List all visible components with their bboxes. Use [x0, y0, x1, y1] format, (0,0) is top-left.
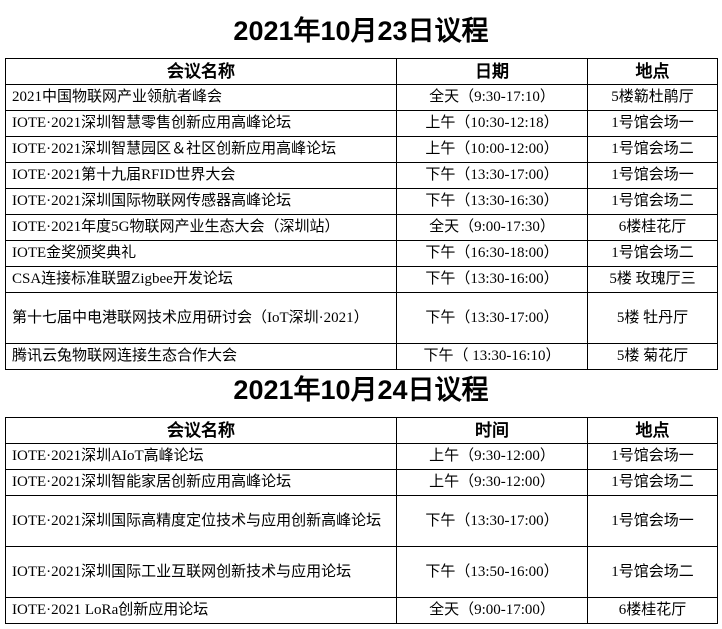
- meeting-place: 5楼 牡丹厅: [587, 292, 718, 344]
- table-row: 第十七届中电港联网技术应用研讨会（IoT深圳·2021） 下午（13:30-17:…: [5, 292, 718, 344]
- meeting-time: 下午（13:30-17:00）: [396, 292, 588, 344]
- meeting-name: IOTE·2021第十九届RFID世界大会: [5, 162, 397, 189]
- meeting-place: 1号馆会场二: [587, 546, 718, 598]
- meeting-name: IOTE·2021深圳国际工业互联网创新技术与应用论坛: [5, 546, 397, 598]
- meeting-place: 1号馆会场二: [587, 136, 718, 163]
- meeting-place: 1号馆会场一: [587, 495, 718, 547]
- day2-agenda-table: 会议名称 时间 地点 IOTE·2021深圳AIoT高峰论坛 上午（9:30-12…: [5, 417, 718, 624]
- meeting-name: 腾讯云兔物联网连接生态合作大会: [5, 343, 397, 370]
- meeting-time: 下午（13:30-17:00）: [396, 162, 588, 189]
- meeting-place: 5楼 菊花厅: [587, 343, 718, 370]
- header-name: 会议名称: [5, 58, 397, 85]
- day2-title: 2021年10月24日议程: [233, 375, 489, 405]
- meeting-time: 上午（10:00-12:00）: [396, 136, 588, 163]
- meeting-name: IOTE·2021深圳智能家居创新应用高峰论坛: [5, 469, 397, 496]
- table-row: 腾讯云兔物联网连接生态合作大会 下午（ 13:30-16:10） 5楼 菊花厅: [5, 343, 718, 370]
- day1-agenda-table: 会议名称 日期 地点 2021中国物联网产业领航者峰会 全天（9:30-17:10…: [5, 58, 718, 370]
- meeting-time: 下午（13:30-16:00）: [396, 266, 588, 293]
- meeting-name: IOTE·2021深圳AIoT高峰论坛: [5, 443, 397, 470]
- header-time: 时间: [396, 417, 588, 444]
- meeting-time: 全天（9:00-17:00）: [396, 597, 588, 624]
- header-place: 地点: [587, 417, 718, 444]
- table-row: IOTE·2021 LoRa创新应用论坛 全天（9:00-17:00） 6楼桂花厅: [5, 597, 718, 624]
- table-row: IOTE·2021深圳智慧园区＆社区创新应用高峰论坛 上午（10:00-12:00…: [5, 136, 718, 163]
- table-row: IOTE·2021深圳国际高精度定位技术与应用创新高峰论坛 下午（13:30-17…: [5, 495, 718, 547]
- meeting-place: 1号馆会场二: [587, 240, 718, 267]
- meeting-place: 5楼簕杜鹃厅: [587, 84, 718, 111]
- meeting-time: 下午（ 13:30-16:10）: [396, 343, 588, 370]
- table-row: CSA连接标准联盟Zigbee开发论坛 下午（13:30-16:00） 5楼 玫瑰厅…: [5, 266, 718, 293]
- meeting-place: 1号馆会场一: [587, 162, 718, 189]
- meeting-name: IOTE·2021深圳智慧园区＆社区创新应用高峰论坛: [5, 136, 397, 163]
- meeting-place: 6楼桂花厅: [587, 214, 718, 241]
- table-row: IOTE·2021深圳国际物联网传感器高峰论坛 下午（13:30-16:30） 1号…: [5, 188, 718, 215]
- table-row: 2021中国物联网产业领航者峰会 全天（9:30-17:10） 5楼簕杜鹃厅: [5, 84, 718, 111]
- meeting-name: IOTE·2021深圳国际高精度定位技术与应用创新高峰论坛: [5, 495, 397, 547]
- meeting-place: 1号馆会场一: [587, 110, 718, 137]
- meeting-name: IOTE·2021深圳智慧零售创新应用高峰论坛: [5, 110, 397, 137]
- meeting-place: 1号馆会场二: [587, 469, 718, 496]
- meeting-time: 下午（13:30-17:00）: [396, 495, 588, 547]
- meeting-name: IOTE·2021深圳国际物联网传感器高峰论坛: [5, 188, 397, 215]
- meeting-name: IOTE金奖颁奖典礼: [5, 240, 397, 267]
- meeting-time: 上午（10:30-12:18）: [396, 110, 588, 137]
- meeting-time: 全天（9:30-17:10）: [396, 84, 588, 111]
- table-row: IOTE·2021深圳国际工业互联网创新技术与应用论坛 下午（13:50-16:0…: [5, 546, 718, 598]
- table-row: IOTE金奖颁奖典礼 下午（16:30-18:00） 1号馆会场二: [5, 240, 718, 267]
- header-place: 地点: [587, 58, 718, 85]
- meeting-name: CSA连接标准联盟Zigbee开发论坛: [5, 266, 397, 293]
- header-name: 会议名称: [5, 417, 397, 444]
- meeting-name: 第十七届中电港联网技术应用研讨会（IoT深圳·2021）: [5, 292, 397, 344]
- meeting-time: 下午（16:30-18:00）: [396, 240, 588, 267]
- meeting-place: 1号馆会场二: [587, 188, 718, 215]
- day1-title: 2021年10月23日议程: [233, 16, 489, 46]
- meeting-name: 2021中国物联网产业领航者峰会: [5, 84, 397, 111]
- meeting-place: 6楼桂花厅: [587, 597, 718, 624]
- meeting-place: 5楼 玫瑰厅三: [587, 266, 718, 293]
- meeting-time: 上午（9:30-12:00）: [396, 443, 588, 470]
- meeting-place: 1号馆会场一: [587, 443, 718, 470]
- table-row: IOTE·2021深圳智能家居创新应用高峰论坛 上午（9:30-12:00） 1号馆…: [5, 469, 718, 496]
- table-row: IOTE·2021第十九届RFID世界大会 下午（13:30-17:00） 1号馆会…: [5, 162, 718, 189]
- table-row: IOTE·2021深圳智慧零售创新应用高峰论坛 上午（10:30-12:18） 1号…: [5, 110, 718, 137]
- meeting-time: 上午（9:30-12:00）: [396, 469, 588, 496]
- meeting-time: 下午（13:30-16:30）: [396, 188, 588, 215]
- meeting-name: IOTE·2021年度5G物联网产业生态大会（深圳站）: [5, 214, 397, 241]
- meeting-time: 全天（9:00-17:30）: [396, 214, 588, 241]
- meeting-name: IOTE·2021 LoRa创新应用论坛: [5, 597, 397, 624]
- table-row: IOTE·2021年度5G物联网产业生态大会（深圳站） 全天（9:00-17:30…: [5, 214, 718, 241]
- meeting-time: 下午（13:50-16:00）: [396, 546, 588, 598]
- table-row: IOTE·2021深圳AIoT高峰论坛 上午（9:30-12:00） 1号馆会场一: [5, 443, 718, 470]
- header-date: 日期: [396, 58, 588, 85]
